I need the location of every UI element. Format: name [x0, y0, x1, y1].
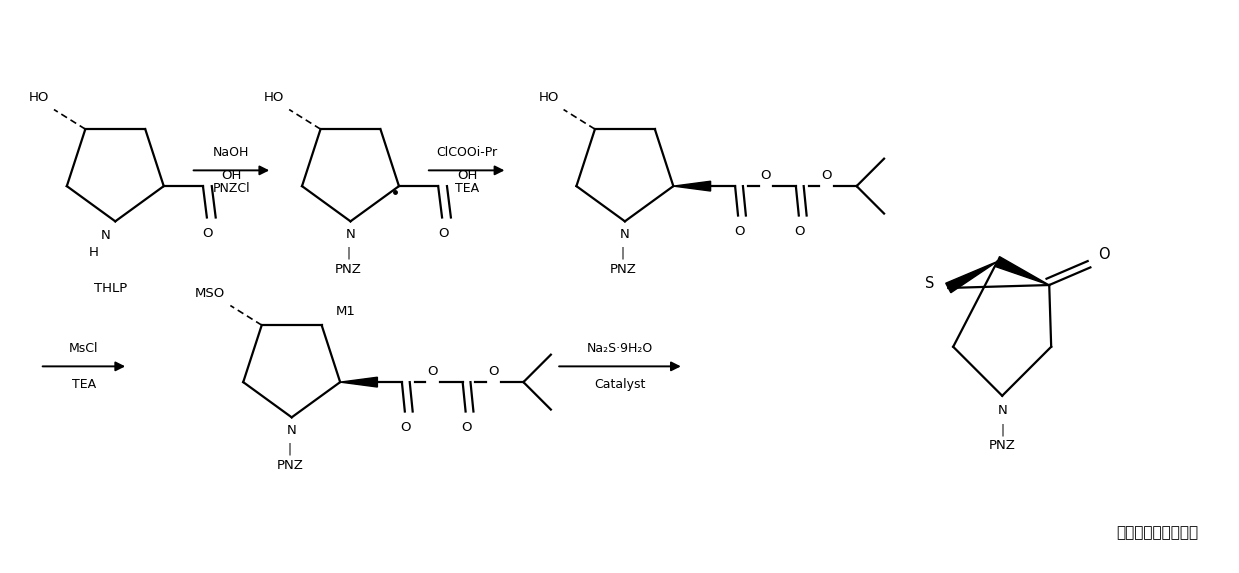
Text: |: |: [1000, 423, 1004, 436]
Text: THLP: THLP: [94, 282, 128, 295]
Text: N: N: [997, 403, 1007, 417]
Text: O: O: [821, 169, 831, 182]
Text: PNZCl: PNZCl: [213, 182, 250, 195]
Text: O: O: [488, 365, 498, 378]
Polygon shape: [673, 181, 711, 191]
Text: OH: OH: [457, 169, 477, 182]
Text: PNZ: PNZ: [610, 264, 637, 276]
Text: OH: OH: [222, 169, 242, 182]
Text: TEA: TEA: [72, 378, 95, 391]
Text: Na₂S·9H₂O: Na₂S·9H₂O: [587, 342, 653, 355]
Text: N: N: [620, 228, 629, 241]
Text: MSO: MSO: [196, 286, 225, 300]
Text: HO: HO: [28, 91, 50, 104]
Text: NaOH: NaOH: [213, 146, 249, 159]
Text: O: O: [203, 227, 213, 240]
Text: PNZ: PNZ: [335, 264, 362, 276]
Text: M1: M1: [336, 305, 356, 317]
Text: O: O: [761, 169, 771, 182]
Text: |: |: [621, 247, 624, 260]
Text: N: N: [346, 228, 356, 241]
Text: |: |: [347, 247, 351, 260]
Text: HO: HO: [264, 91, 284, 104]
Text: H: H: [89, 246, 99, 259]
Text: 美罗培南側链中间体: 美罗培南側链中间体: [1116, 525, 1198, 540]
Text: PNZ: PNZ: [276, 460, 304, 473]
Text: |: |: [287, 443, 291, 456]
Text: O: O: [794, 225, 805, 238]
Text: O: O: [437, 227, 449, 240]
Text: O: O: [427, 365, 437, 378]
Text: O: O: [1098, 248, 1110, 262]
Polygon shape: [945, 261, 997, 293]
Text: N: N: [100, 229, 110, 242]
Polygon shape: [341, 377, 378, 387]
Text: O: O: [461, 421, 472, 434]
Text: O: O: [400, 421, 411, 434]
Text: Catalyst: Catalyst: [595, 378, 646, 391]
Text: N: N: [286, 424, 296, 437]
Text: PNZ: PNZ: [989, 439, 1016, 452]
Text: S: S: [926, 276, 934, 291]
Text: HO: HO: [538, 91, 559, 104]
Text: MsCl: MsCl: [69, 342, 99, 355]
Text: ClCOOi-Pr: ClCOOi-Pr: [436, 146, 497, 159]
Polygon shape: [995, 257, 1049, 285]
Text: O: O: [733, 225, 745, 238]
Text: TEA: TEA: [455, 182, 478, 195]
